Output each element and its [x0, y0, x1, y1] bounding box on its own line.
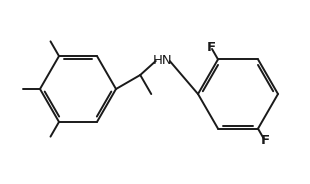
Text: F: F	[206, 41, 215, 54]
Text: F: F	[260, 134, 270, 147]
Text: HN: HN	[153, 54, 173, 66]
